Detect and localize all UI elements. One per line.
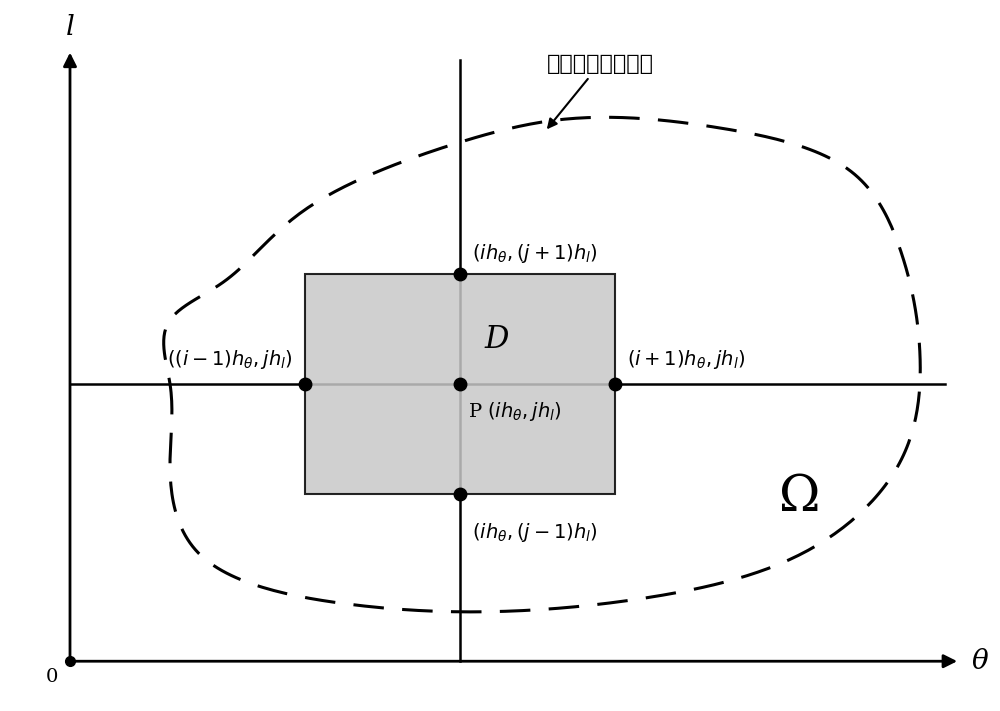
Text: $((i-1)h_{\theta},jh_l)$: $((i-1)h_{\theta},jh_l)$ (167, 348, 293, 371)
Text: P $(ih_{\theta},jh_l)$: P $(ih_{\theta},jh_l)$ (468, 400, 562, 422)
Text: D: D (485, 324, 509, 356)
Text: $(ih_{\theta},(j-1)h_l)$: $(ih_{\theta},(j-1)h_l)$ (472, 521, 598, 544)
Text: l: l (66, 14, 74, 41)
Text: $(ih_{\theta},(j+1)h_l)$: $(ih_{\theta},(j+1)h_l)$ (472, 242, 598, 265)
Text: $(i+1)h_{\theta},jh_l)$: $(i+1)h_{\theta},jh_l)$ (627, 348, 745, 371)
Text: 0: 0 (46, 668, 58, 686)
Text: θ: θ (972, 648, 989, 675)
Text: Ω: Ω (779, 473, 821, 523)
Text: 待成像的组织区域: 待成像的组织区域 (546, 54, 654, 127)
Bar (305, 274, 615, 494)
